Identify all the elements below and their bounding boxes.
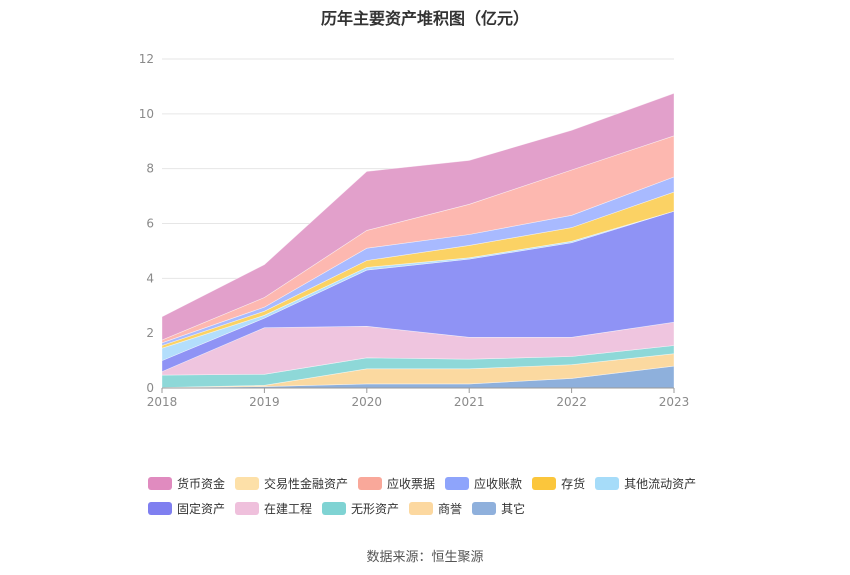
x-tick-label: 2021 [454, 395, 485, 409]
chart-title: 历年主要资产堆积图（亿元） [320, 9, 529, 28]
x-tick-label: 2018 [147, 395, 178, 409]
y-axis: 0 2 4 6 8 10 12 [139, 52, 154, 395]
x-tick-label: 2022 [556, 395, 587, 409]
legend: 货币资金 交易性金融资产 应收票据 应收账款 存货 其他流动资产 固定资产 在建工程 无形资产… [148, 472, 728, 522]
area-series [161, 92, 675, 389]
legend-label: 货币资金 [177, 476, 226, 491]
legend-label: 其他流动资产 [624, 476, 697, 491]
legend-swatch [532, 476, 557, 490]
legend-swatch [235, 501, 260, 515]
legend-label: 在建工程 [264, 501, 313, 516]
x-tick-label: 2019 [249, 395, 280, 409]
legend-item[interactable]: 应收票据 [358, 475, 435, 492]
source-note: 数据来源：恒生聚源 [366, 550, 484, 565]
legend-item[interactable]: 交易性金融资产 [235, 475, 348, 492]
legend-label: 应收账款 [474, 476, 523, 491]
area-series-9 [161, 92, 675, 341]
legend-swatch [148, 476, 172, 490]
legend-item[interactable]: 固定资产 [148, 500, 225, 517]
legend-item[interactable]: 应收账款 [445, 475, 522, 492]
y-tick-label: 12 [139, 52, 154, 66]
legend-item[interactable]: 无形资产 [322, 500, 399, 517]
legend-label: 商誉 [438, 501, 463, 516]
y-tick-label: 8 [146, 162, 154, 176]
stacked-area-chart: 0 2 4 6 8 10 12 2018 2019 2020 2021 2022 2023 [139, 52, 690, 409]
legend-item[interactable]: 在建工程 [235, 500, 312, 517]
legend-label: 其它 [501, 501, 526, 516]
legend-swatch [445, 476, 470, 490]
y-tick-label: 0 [146, 381, 154, 395]
y-tick-label: 10 [139, 107, 154, 121]
legend-row-1: 货币资金 交易性金融资产 应收票据 应收账款 存货 其他流动资产 [148, 472, 728, 494]
legend-swatch [472, 501, 497, 515]
x-tick-labels: 2018 2019 2020 2021 2022 2023 [147, 395, 690, 409]
legend-label: 固定资产 [177, 501, 226, 516]
legend-swatch [358, 476, 383, 490]
legend-swatch [235, 476, 260, 490]
y-tick-label: 6 [146, 217, 154, 231]
legend-item[interactable]: 存货 [532, 475, 585, 492]
y-tick-label: 2 [146, 326, 154, 340]
legend-label: 存货 [561, 476, 586, 491]
legend-swatch [409, 501, 434, 515]
legend-label: 交易性金融资产 [264, 476, 349, 491]
legend-item[interactable]: 其它 [472, 500, 525, 517]
legend-row-2: 固定资产 在建工程 无形资产 商誉 其它 [148, 497, 728, 519]
x-tick-label: 2023 [659, 395, 690, 409]
x-axis [161, 387, 675, 393]
y-tick-label: 4 [146, 271, 154, 285]
legend-swatch [595, 476, 620, 490]
legend-item[interactable]: 其他流动资产 [595, 475, 696, 492]
legend-swatch [148, 501, 172, 515]
legend-item[interactable]: 商誉 [409, 500, 462, 517]
legend-item[interactable]: 货币资金 [148, 475, 225, 492]
legend-label: 应收票据 [387, 476, 436, 491]
x-tick-label: 2020 [352, 395, 383, 409]
legend-label: 无形资产 [351, 501, 400, 516]
legend-swatch [322, 501, 347, 515]
